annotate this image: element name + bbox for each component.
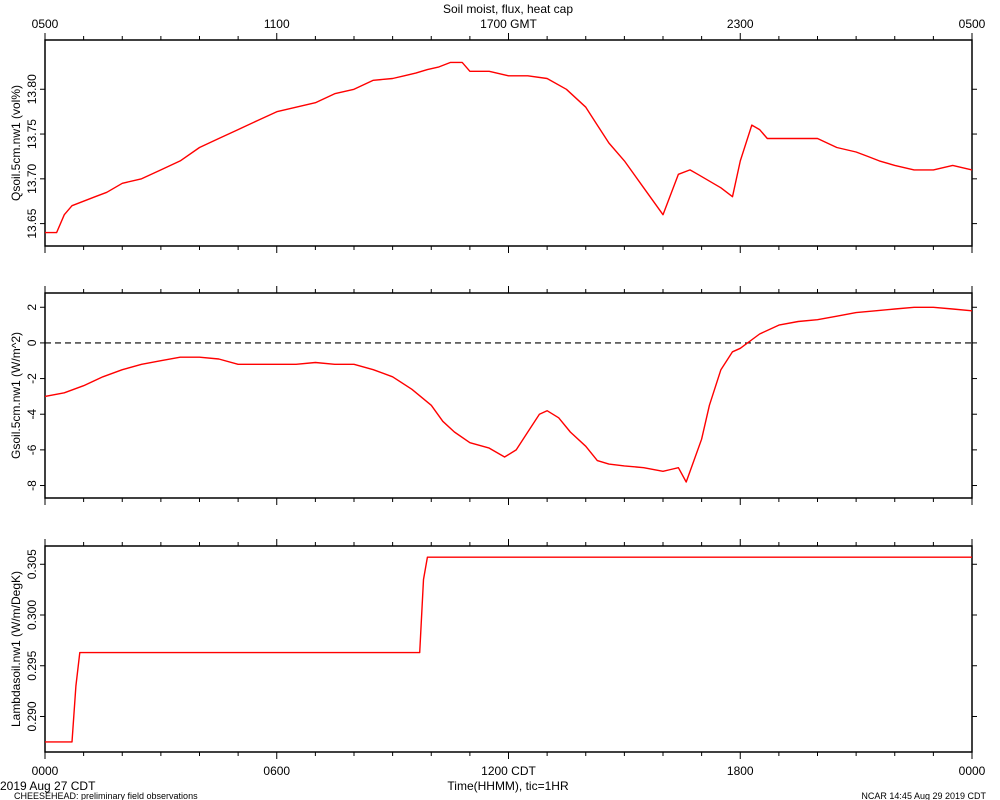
y-tick-label: -2	[25, 373, 39, 384]
y-tick-label: 0.295	[25, 650, 39, 680]
y-tick-label: 2	[25, 304, 39, 311]
y-tick-label: -4	[25, 409, 39, 420]
y-tick-label: 13.70	[25, 163, 39, 193]
panel-frame	[44, 545, 973, 753]
top-tick-label: 0500	[32, 17, 59, 31]
y-axis-label: Qsoil.5cm.nw1 (vol%)	[9, 85, 23, 201]
top-tick-label: 0500	[959, 17, 986, 31]
bottom-tick-label: 0000	[32, 764, 59, 778]
bottom-tick-label: 0000	[959, 764, 986, 778]
top-tick-label: 2300	[727, 17, 754, 31]
top-time-axis: 0500 1100 1700 GMT 2300 0500	[32, 17, 986, 31]
footer-left: CHEESEHEAD: preliminary field observatio…	[14, 791, 198, 800]
panel-frame	[44, 292, 973, 499]
y-tick-label: 13.80	[25, 74, 39, 104]
y-axis-label: Lambdasoil.nw1 (W/m/DegK)	[9, 571, 23, 727]
y-tick-label: 0.290	[25, 701, 39, 731]
y-tick-label: 0.300	[25, 600, 39, 630]
y-tick-label: 13.65	[25, 208, 39, 238]
y-tick-label: 13.75	[25, 119, 39, 149]
panel-2: 2 0 -2 -4 -6 -8 Gsoil.5cm.nw1 (W/m^2)	[9, 286, 977, 505]
y-tick-label: -8	[25, 480, 39, 491]
bottom-tick-label: 1800	[727, 764, 754, 778]
y-tick-label: 0.305	[25, 549, 39, 579]
series-line	[45, 556, 972, 743]
series-line	[45, 61, 973, 234]
y-axis-label: Gsoil.5cm.nw1 (W/m^2)	[9, 332, 23, 459]
panel-frame	[44, 39, 973, 247]
date-label: 2019 Aug 27 CDT	[0, 779, 96, 793]
y-tick-label: 0	[25, 339, 39, 346]
bottom-tick-label: 0600	[263, 764, 290, 778]
top-tick-label: 1100	[264, 17, 290, 31]
bottom-tick-label: 1200 CDT	[481, 764, 536, 778]
top-tick-label: 1700 GMT	[480, 17, 537, 31]
chart-title: Soil moist, flux, heat cap	[443, 2, 573, 16]
series-line	[44, 306, 973, 483]
bottom-time-axis: 0000 0600 1200 CDT 1800 0000	[32, 764, 986, 778]
y-tick-label: -6	[25, 444, 39, 455]
footer-right: NCAR 14:45 Aug 29 2019 CDT	[861, 791, 986, 800]
x-axis-label: Time(HHMM), tic=1HR	[447, 779, 569, 793]
